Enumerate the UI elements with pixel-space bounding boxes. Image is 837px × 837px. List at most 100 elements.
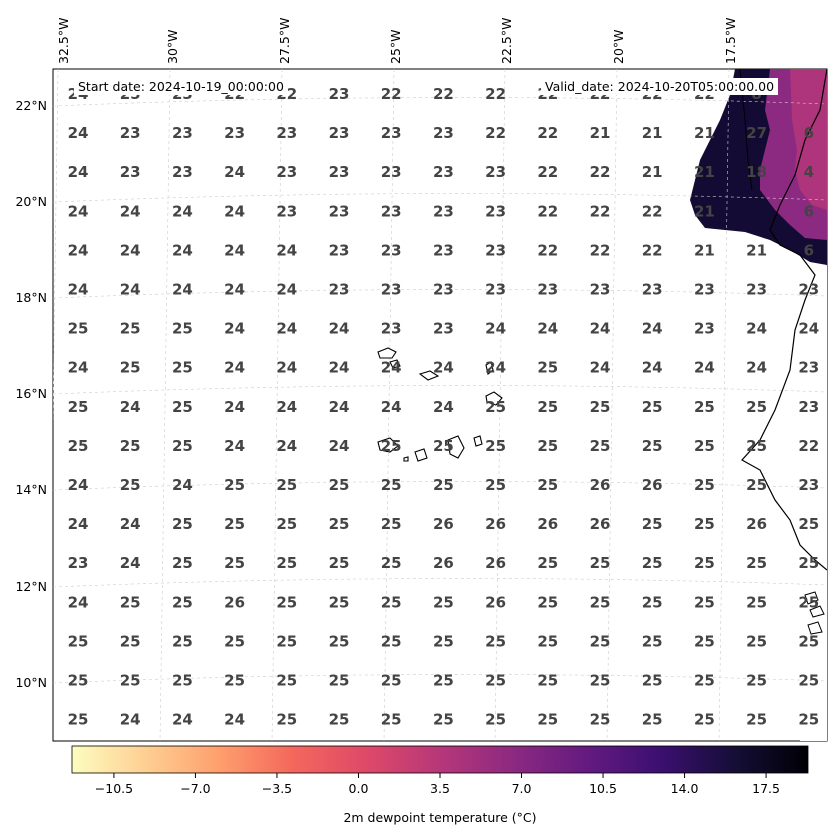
dewpoint-value: 24 xyxy=(120,515,141,533)
dewpoint-value: 25 xyxy=(746,437,767,455)
colorbar xyxy=(71,745,809,774)
dewpoint-value: 25 xyxy=(224,632,245,650)
colorbar-tick-label: −7.0 xyxy=(180,781,210,796)
dewpoint-value: 25 xyxy=(798,554,819,572)
dewpoint-value: 23 xyxy=(746,281,767,299)
dewpoint-value: 24 xyxy=(485,320,506,338)
dewpoint-value: 22 xyxy=(381,85,402,103)
dewpoint-value: 25 xyxy=(537,672,558,690)
dewpoint-value: 25 xyxy=(433,632,454,650)
dewpoint-value: 25 xyxy=(746,711,767,729)
longitude-label: 32.5°W xyxy=(56,18,71,64)
dewpoint-value: 18 xyxy=(746,163,767,181)
dewpoint-value: 23 xyxy=(590,281,611,299)
colorbar-tick-label: 17.5 xyxy=(752,781,780,796)
dewpoint-value: 21 xyxy=(642,124,663,142)
dewpoint-value: 25 xyxy=(120,476,141,494)
dewpoint-value: 24 xyxy=(485,359,506,377)
longitude-label: 17.5°W xyxy=(723,18,738,64)
colorbar-label: 2m dewpoint temperature (°C) xyxy=(343,810,536,825)
dewpoint-value: 23 xyxy=(381,202,402,220)
dewpoint-value: 24 xyxy=(381,359,402,377)
dewpoint-value: 26 xyxy=(433,515,454,533)
latitude-label: 12°N xyxy=(15,579,47,594)
dewpoint-value: 25 xyxy=(172,515,193,533)
dewpoint-value: 22 xyxy=(642,241,663,259)
dewpoint-value: 25 xyxy=(172,554,193,572)
latitude-label: 20°N xyxy=(15,194,47,209)
dewpoint-value: 23 xyxy=(276,163,297,181)
dewpoint-value: 25 xyxy=(537,632,558,650)
dewpoint-value: 25 xyxy=(694,593,715,611)
dewpoint-value: 25 xyxy=(694,554,715,572)
dewpoint-value: 25 xyxy=(433,476,454,494)
colorbar-tick-label: 10.5 xyxy=(589,781,617,796)
dewpoint-value: 6 xyxy=(804,202,814,220)
dewpoint-value: 25 xyxy=(120,672,141,690)
dewpoint-value: 26 xyxy=(590,515,611,533)
dewpoint-value: 25 xyxy=(329,554,350,572)
dewpoint-value: 25 xyxy=(381,515,402,533)
dewpoint-value: 25 xyxy=(120,632,141,650)
dewpoint-value: 24 xyxy=(224,398,245,416)
dewpoint-value: 25 xyxy=(694,398,715,416)
dewpoint-value: 25 xyxy=(485,398,506,416)
dewpoint-value: 25 xyxy=(276,593,297,611)
dewpoint-value: 24 xyxy=(68,476,89,494)
dewpoint-value: 25 xyxy=(485,437,506,455)
dewpoint-value: 25 xyxy=(537,398,558,416)
dewpoint-value: 25 xyxy=(381,593,402,611)
dewpoint-value: 25 xyxy=(224,515,245,533)
dewpoint-value: 25 xyxy=(276,711,297,729)
dewpoint-value: 24 xyxy=(694,359,715,377)
dewpoint-value: 23 xyxy=(172,163,193,181)
dewpoint-value: 25 xyxy=(433,437,454,455)
dewpoint-value: 24 xyxy=(590,320,611,338)
dewpoint-value: 22 xyxy=(537,202,558,220)
dewpoint-value: 25 xyxy=(798,515,819,533)
dewpoint-value: 25 xyxy=(746,554,767,572)
dewpoint-value: 25 xyxy=(276,554,297,572)
longitude-label: 22.5°W xyxy=(499,18,514,64)
dewpoint-value: 25 xyxy=(172,320,193,338)
dewpoint-value: 25 xyxy=(329,632,350,650)
dewpoint-value: 24 xyxy=(798,320,819,338)
dewpoint-value: 23 xyxy=(798,476,819,494)
dewpoint-value: 24 xyxy=(224,163,245,181)
dewpoint-value: 24 xyxy=(276,281,297,299)
dewpoint-value: 23 xyxy=(329,85,350,103)
dewpoint-value: 25 xyxy=(485,632,506,650)
dewpoint-value: 25 xyxy=(381,437,402,455)
dewpoint-value: 25 xyxy=(381,476,402,494)
dewpoint-value: 22 xyxy=(590,241,611,259)
dewpoint-value: 4 xyxy=(804,163,814,181)
dewpoint-value: 26 xyxy=(485,554,506,572)
dewpoint-value: 23 xyxy=(68,554,89,572)
dewpoint-value: 23 xyxy=(694,320,715,338)
dewpoint-value: 24 xyxy=(68,281,89,299)
dewpoint-value: 23 xyxy=(120,124,141,142)
dewpoint-value: 24 xyxy=(120,711,141,729)
dewpoint-land xyxy=(740,265,827,741)
dewpoint-value: 24 xyxy=(276,437,297,455)
dewpoint-value: 25 xyxy=(746,398,767,416)
dewpoint-value: 25 xyxy=(746,632,767,650)
dewpoint-value: 23 xyxy=(381,124,402,142)
dewpoint-shading-warmer xyxy=(790,69,827,210)
dewpoint-values: 2425232222232222222222222282423232323232… xyxy=(68,85,820,729)
dewpoint-value: 25 xyxy=(172,437,193,455)
dewpoint-value: 25 xyxy=(68,398,89,416)
dewpoint-value: 25 xyxy=(120,437,141,455)
dewpoint-value: 22 xyxy=(537,124,558,142)
dewpoint-value: 24 xyxy=(329,359,350,377)
dewpoint-value: 26 xyxy=(537,515,558,533)
dewpoint-value: 23 xyxy=(276,202,297,220)
dewpoint-value: 25 xyxy=(172,398,193,416)
dewpoint-value: 25 xyxy=(694,515,715,533)
dewpoint-value: 22 xyxy=(537,163,558,181)
dewpoint-value: 24 xyxy=(224,359,245,377)
dewpoint-value: 23 xyxy=(381,320,402,338)
dewpoint-value: 23 xyxy=(485,163,506,181)
dewpoint-value: 24 xyxy=(224,711,245,729)
